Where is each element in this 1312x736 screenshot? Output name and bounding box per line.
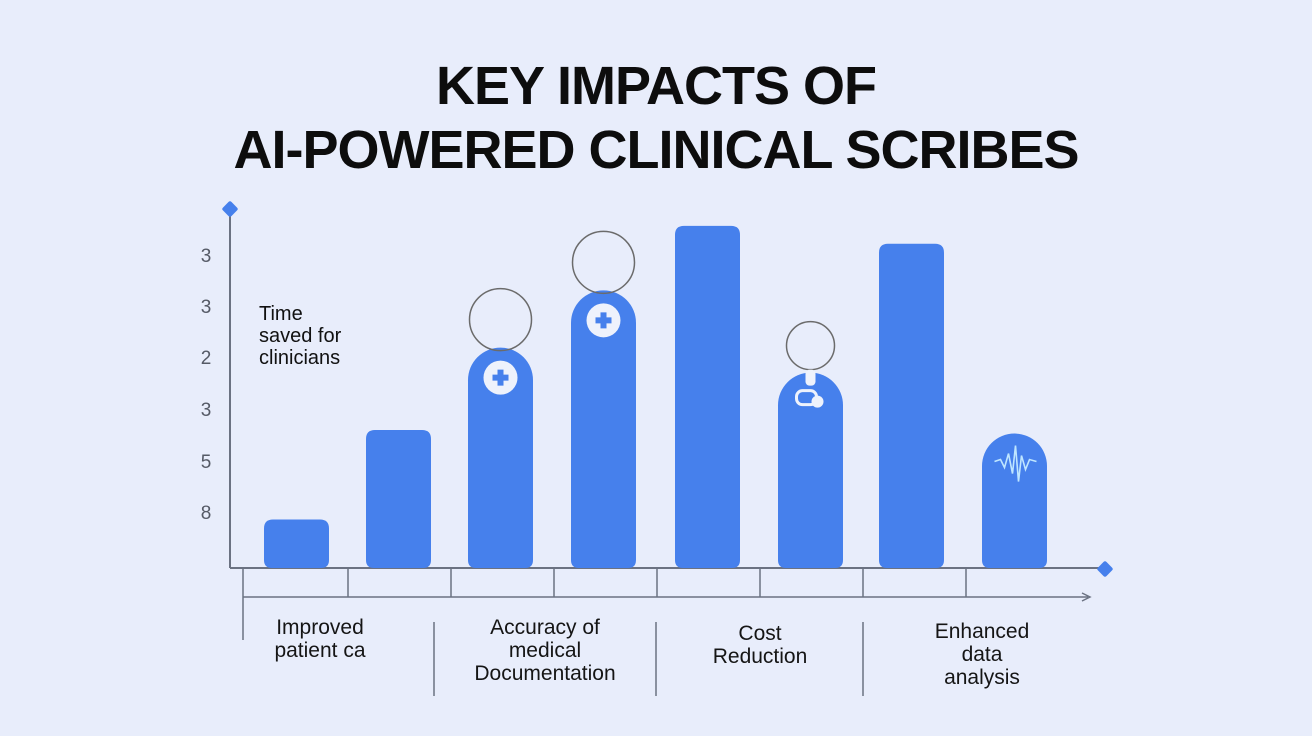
y-tick-label: 5 (201, 452, 212, 473)
bar (675, 225, 740, 568)
category-label: Improved patient ca (220, 616, 420, 662)
bar (264, 519, 329, 568)
head-outline-icon (468, 287, 533, 352)
category-label-line: patient ca (274, 639, 366, 662)
y-ticks: 3 3 2 3 5 8 (201, 246, 212, 524)
annotation-line: Time (259, 303, 303, 325)
category-label-line: analysis (944, 666, 1020, 689)
medical-cross-icon (595, 312, 612, 329)
title-line-1: KEY IMPACTS OF (435, 56, 877, 116)
medical-cross-icon (492, 369, 509, 386)
y-tick-label: 3 (201, 400, 212, 421)
x-axis-diamond (1097, 561, 1113, 577)
bar (778, 372, 843, 568)
bar (366, 429, 431, 568)
bar (879, 243, 944, 569)
y-axis-diamond (222, 201, 238, 217)
annotation: Time saved for clinicians (259, 303, 341, 369)
bar (571, 290, 636, 568)
category-label-line: Enhanced (934, 620, 1030, 643)
thumbs-up-icon (811, 395, 824, 408)
category-label-line: Documentation (474, 662, 616, 685)
y-tick-label: 2 (201, 348, 212, 369)
category-label-line: data (961, 643, 1003, 666)
waveform-icon (994, 445, 1037, 482)
category-label-line: Cost (738, 622, 782, 645)
bar (982, 433, 1047, 568)
annotation-line: clinicians (259, 347, 341, 369)
category-label: Accuracy of medical Documentation (445, 616, 645, 685)
bars (264, 225, 1047, 569)
category-label-line: medical (508, 639, 582, 662)
category-label: Cost Reduction (660, 622, 860, 668)
y-tick-label: 8 (201, 503, 212, 524)
category-label: Enhanced data analysis (882, 620, 1082, 689)
thumbs-up-icon (805, 369, 816, 386)
annotation-line: saved for (259, 325, 342, 347)
bar (468, 347, 533, 568)
title-line-2: AI-POWERED CLINICAL SCRIBES (233, 120, 1079, 180)
y-tick-label: 3 (201, 297, 212, 318)
axis-arrow (1081, 592, 1092, 602)
category-label-line: Improved (276, 616, 364, 639)
bar-icons (468, 230, 1037, 482)
head-outline-icon (571, 230, 636, 295)
y-tick-label: 3 (201, 246, 212, 267)
category-label-line: Accuracy of (490, 616, 600, 639)
head-outline-icon (785, 320, 836, 371)
category-label-line: Reduction (712, 645, 808, 668)
